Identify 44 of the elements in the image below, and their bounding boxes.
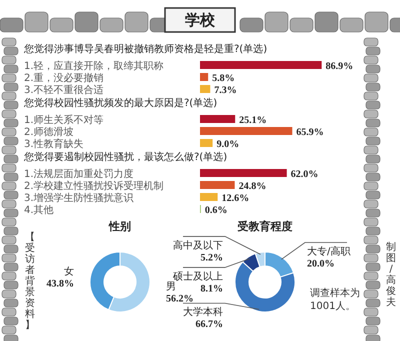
data-label: 8.1%	[200, 283, 223, 294]
y-tick-label: 3.不轻不重很合适	[24, 84, 104, 96]
data-label: 5.2%	[200, 252, 223, 264]
data-label: 56.2%	[166, 294, 194, 305]
data-label: 86.9%	[326, 61, 354, 72]
data-label: 12.6%	[222, 193, 250, 204]
text: 学校	[185, 11, 216, 29]
y-tick-label: 4.其他	[24, 204, 54, 216]
y-tick-label: 2.师德滑坡	[24, 126, 74, 138]
text: 制图/高俊夫	[386, 241, 396, 308]
y-tick-label: 1.师生关系不对等	[24, 114, 104, 126]
chart-title: 您觉得校园性骚扰频发的最大原因是?(单选)	[23, 97, 218, 109]
data-label: 25.1%	[239, 115, 267, 126]
bar	[200, 181, 235, 189]
text: 【受访者背景资料】	[25, 232, 35, 331]
data-label: 5.8%	[212, 73, 235, 84]
y-tick-label: 2.学校建立性骚扰投诉受理机制	[24, 180, 164, 192]
data-label: 7.3%	[214, 85, 237, 96]
data-label: 9.0%	[216, 139, 240, 150]
text: 调查样本为1001人。	[310, 287, 360, 312]
slice-label: 高中及以下	[173, 239, 223, 252]
data-label: 62.0%	[290, 169, 318, 180]
bar	[200, 169, 287, 177]
data-label: 20.0%	[307, 258, 334, 270]
slice-label: 男	[166, 282, 176, 293]
chart-title: 受教育程度	[236, 220, 292, 233]
y-tick-label: 2.重，没必要撤销	[24, 72, 104, 84]
data-label: 43.8%	[46, 278, 74, 290]
y-tick-label: 3.性教育缺失	[24, 138, 84, 150]
chart-title: 您觉得涉事博导吴春明被撤销教师资格是轻是重?(单选)	[23, 43, 268, 55]
y-tick-label: 1.轻，应直接开除，取缔其职称	[24, 60, 164, 72]
slice-label: 女	[64, 265, 74, 278]
slice-label: 大学本科	[183, 306, 223, 318]
data-label: 65.9%	[296, 127, 324, 138]
bar	[200, 193, 218, 201]
chart-title: 性别	[108, 220, 131, 233]
data-label: 24.8%	[238, 181, 266, 192]
y-tick-label: 3.增强学生防性骚扰意识	[24, 192, 134, 204]
chart-title: 您觉得要遏制校园性骚扰，最该怎么做?(单选)	[23, 151, 228, 163]
slice-label: 大专/高职	[307, 245, 350, 258]
slice-label: 硕士及以上	[172, 270, 223, 282]
data-label: 0.6%	[204, 205, 228, 216]
y-tick-label: 1.法规层面加重处罚力度	[24, 168, 134, 180]
data-label: 66.7%	[196, 319, 223, 330]
